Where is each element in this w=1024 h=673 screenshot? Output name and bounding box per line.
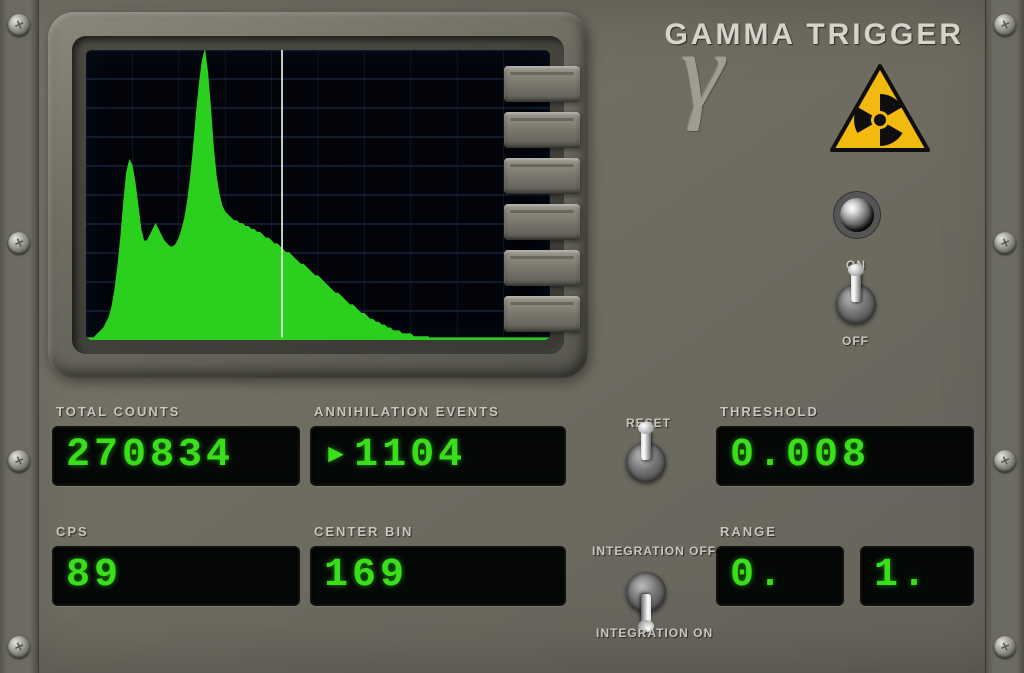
app-title: GAMMA TRIGGER <box>664 18 964 52</box>
range-label: RANGE <box>720 524 777 539</box>
rack-screw <box>8 636 30 658</box>
threshold-readout[interactable]: 0.008 <box>716 426 974 486</box>
bezel-slider[interactable] <box>504 66 580 102</box>
range-lo-readout[interactable]: 0. <box>716 546 844 606</box>
annihilation-value: 1104 <box>354 433 466 478</box>
threshold-label: THRESHOLD <box>720 404 819 419</box>
rack-screw <box>8 232 30 254</box>
rack-screw <box>994 232 1016 254</box>
rack-screw <box>994 450 1016 472</box>
status-lamp <box>840 198 874 232</box>
center-bin-label: CENTER BIN <box>314 524 413 539</box>
integration-on-label: INTEGRATION ON <box>596 626 713 640</box>
bezel-slider[interactable] <box>504 250 580 286</box>
bezel-slider[interactable] <box>504 112 580 148</box>
reset-toggle[interactable] <box>626 442 666 482</box>
power-off-label: OFF <box>842 334 869 348</box>
annihilation-readout: ▸1104 <box>310 426 566 486</box>
annihilation-label: ANNIHILATION EVENTS <box>314 404 500 419</box>
cursor-icon: ▸ <box>324 433 352 478</box>
rack-screw <box>994 636 1016 658</box>
bezel-slider[interactable] <box>504 158 580 194</box>
power-toggle[interactable] <box>836 284 876 324</box>
rack-screw <box>8 14 30 36</box>
total-counts-label: TOTAL COUNTS <box>56 404 180 419</box>
instrument-panel: γ GAMMA TRIGGER ON OFF RESET <box>0 0 1024 673</box>
crt-inner-frame <box>72 36 564 354</box>
bezel-slider-stack <box>504 66 580 342</box>
radiation-warning-icon <box>830 64 930 154</box>
rack-screw <box>994 14 1016 36</box>
rack-screw <box>8 450 30 472</box>
cps-readout: 89 <box>52 546 300 606</box>
title-block: GAMMA TRIGGER <box>664 18 964 52</box>
bezel-slider[interactable] <box>504 204 580 240</box>
bezel-slider[interactable] <box>504 296 580 332</box>
cps-label: CPS <box>56 524 89 539</box>
integration-toggle[interactable] <box>626 572 666 612</box>
center-bin-readout[interactable]: 169 <box>310 546 566 606</box>
spectrum-display <box>86 50 550 340</box>
rack-rail-left <box>0 0 39 673</box>
rack-rail-right <box>985 0 1024 673</box>
integration-off-label: INTEGRATION OFF <box>592 544 716 558</box>
total-counts-readout: 270834 <box>52 426 300 486</box>
range-hi-readout[interactable]: 1. <box>860 546 974 606</box>
